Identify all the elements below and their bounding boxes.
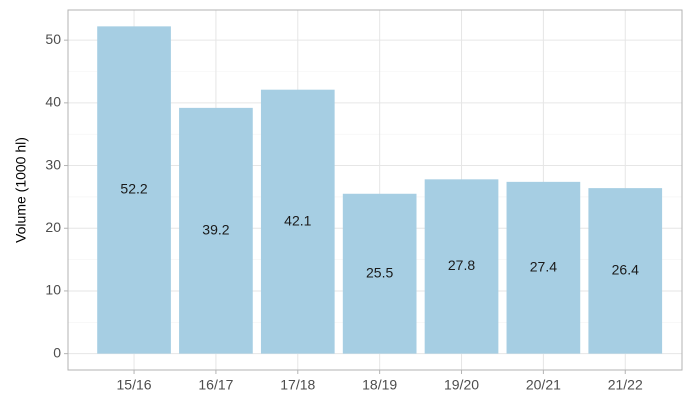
y-tick-label: 0 xyxy=(53,344,61,360)
x-tick-label: 19/20 xyxy=(444,377,479,393)
y-tick-label: 30 xyxy=(45,156,61,172)
x-tick-label: 20/21 xyxy=(526,377,561,393)
panel-border xyxy=(67,9,683,371)
value-label: 26.4 xyxy=(612,262,639,278)
bar xyxy=(342,193,417,354)
y-axis-title: Volume (1000 hl) xyxy=(13,137,29,243)
x-tick-label: 21/22 xyxy=(608,377,643,393)
x-tick-label: 17/18 xyxy=(280,377,315,393)
x-tick-label: 18/19 xyxy=(362,377,397,393)
bar xyxy=(506,181,581,354)
value-label: 27.4 xyxy=(530,258,557,274)
value-label: 39.2 xyxy=(202,221,229,237)
bar xyxy=(179,107,253,354)
bar xyxy=(260,89,335,354)
bar xyxy=(424,179,499,354)
y-tick-label: 40 xyxy=(45,94,61,110)
y-tick-label: 50 xyxy=(45,31,61,47)
bar xyxy=(588,188,663,354)
value-label: 27.8 xyxy=(448,257,475,273)
x-tick-label: 16/17 xyxy=(198,377,233,393)
y-tick-label: 20 xyxy=(45,219,61,235)
x-tick-label: 15/16 xyxy=(117,377,152,393)
value-label: 25.5 xyxy=(366,264,393,280)
value-label: 52.2 xyxy=(120,181,147,197)
bar xyxy=(97,26,171,354)
value-label: 42.1 xyxy=(284,212,311,228)
y-tick-label: 10 xyxy=(45,282,61,298)
